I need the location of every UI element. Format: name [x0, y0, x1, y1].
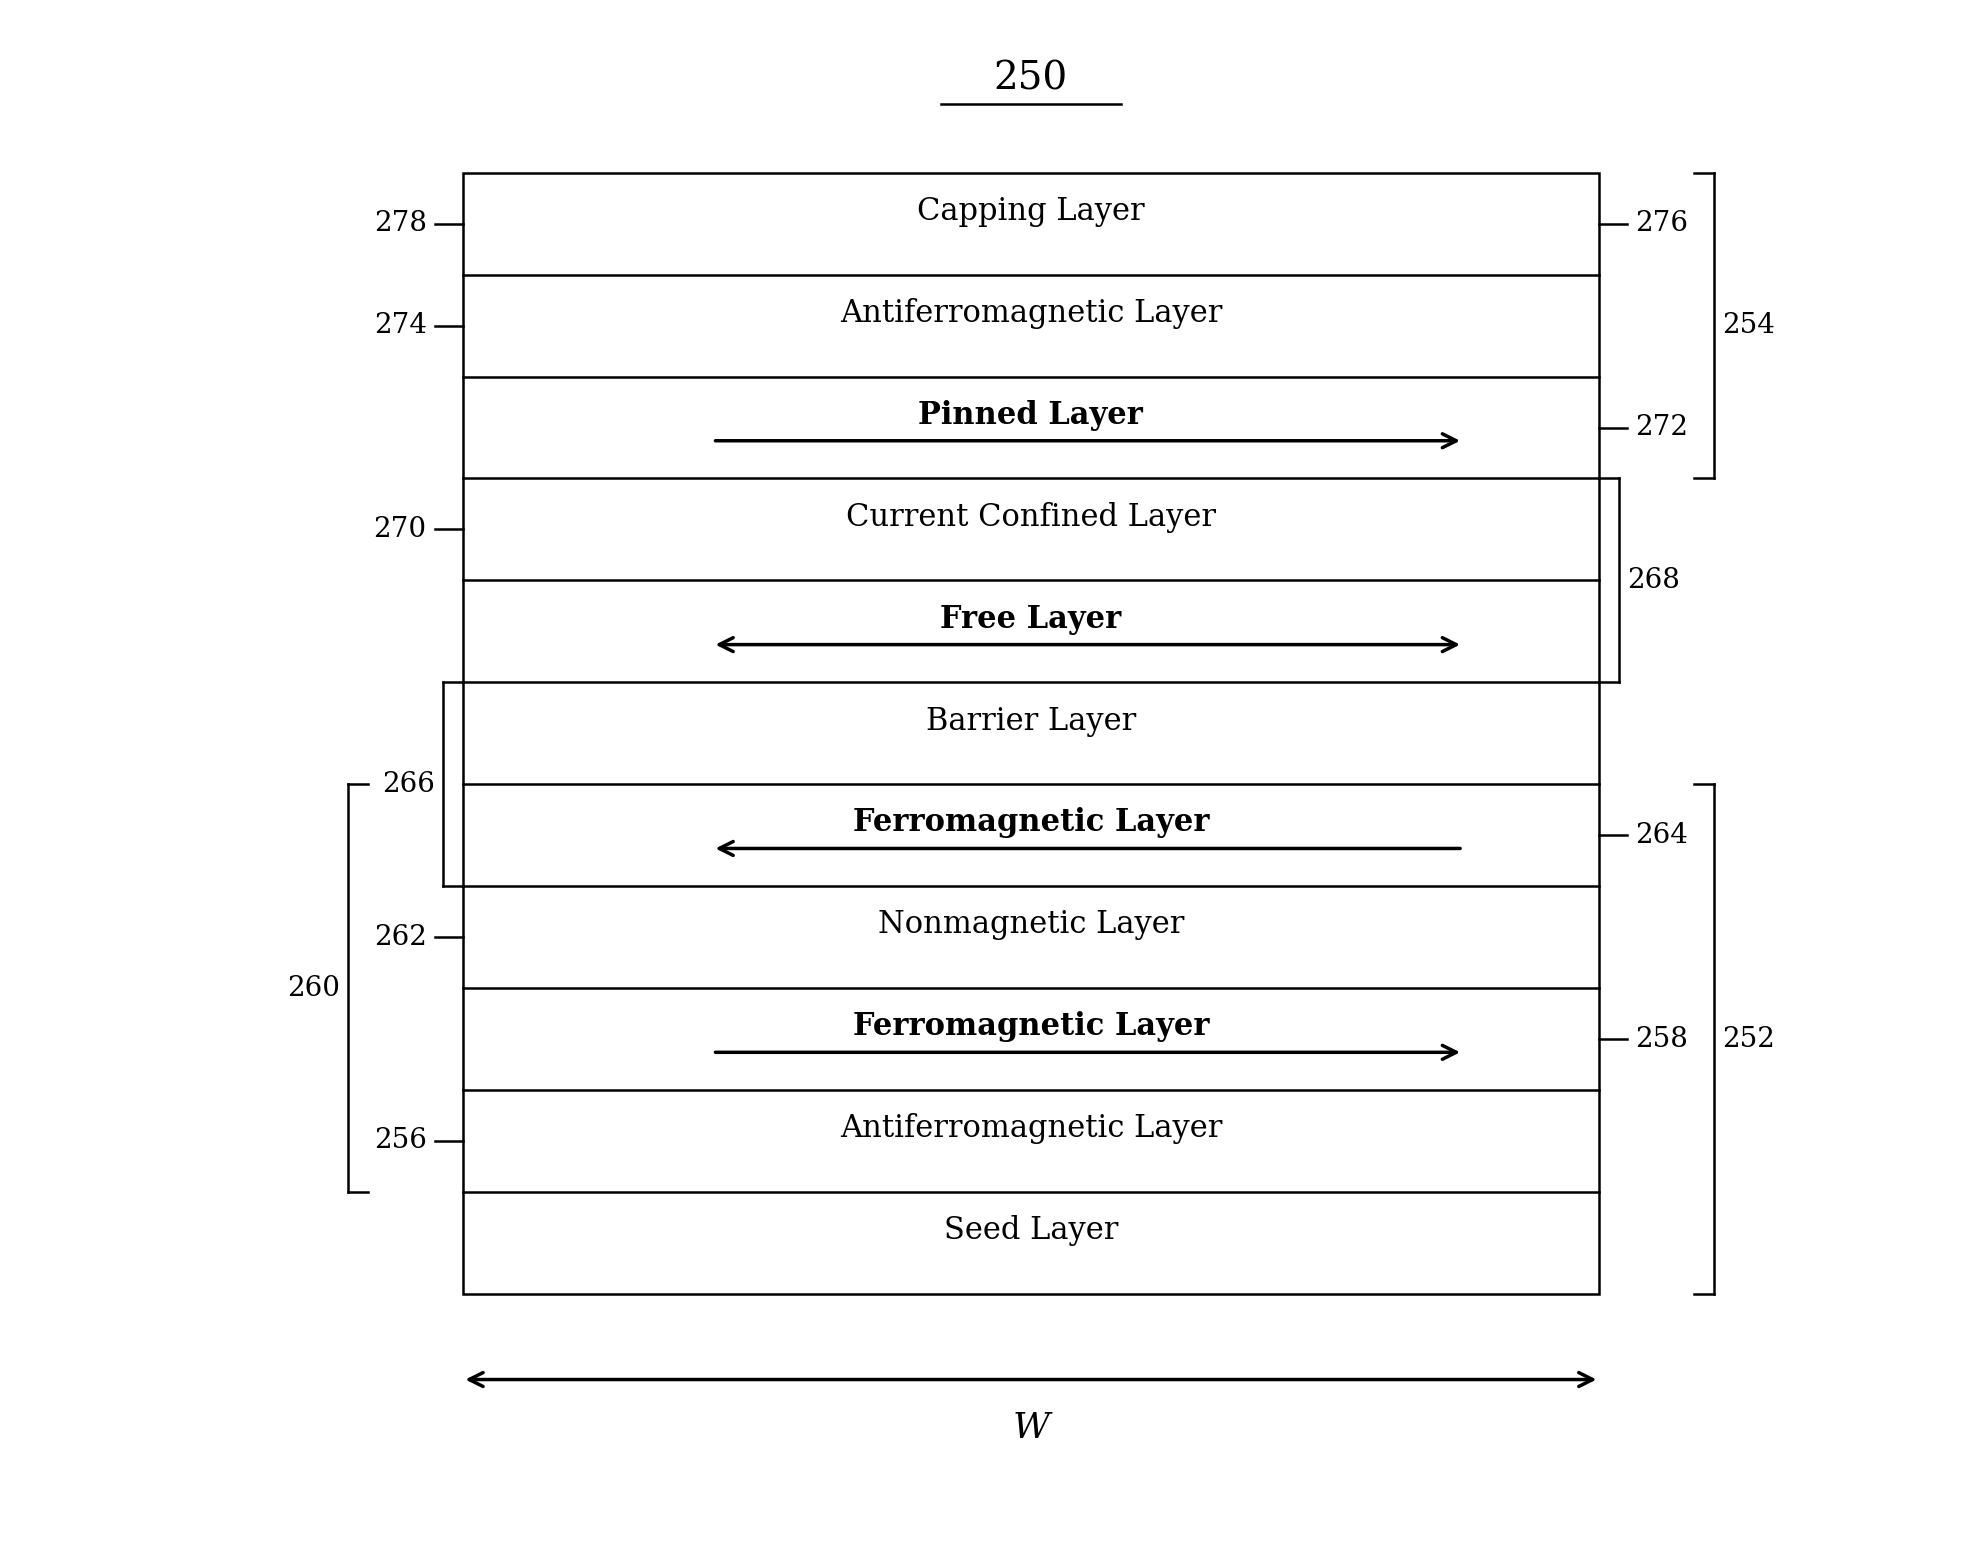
Text: Seed Layer: Seed Layer [944, 1215, 1119, 1246]
Text: Antiferromagnetic Layer: Antiferromagnetic Layer [839, 298, 1222, 329]
Text: W: W [1012, 1410, 1050, 1445]
Text: 270: 270 [373, 516, 427, 543]
Text: 274: 274 [373, 312, 427, 339]
Text: 262: 262 [373, 924, 427, 950]
Text: Antiferromagnetic Layer: Antiferromagnetic Layer [839, 1114, 1222, 1145]
Text: 264: 264 [1635, 822, 1688, 849]
Text: Pinned Layer: Pinned Layer [919, 399, 1143, 431]
Text: Current Confined Layer: Current Confined Layer [845, 502, 1216, 532]
Text: 254: 254 [1722, 312, 1774, 339]
Text: 276: 276 [1635, 211, 1688, 237]
Text: 252: 252 [1722, 1025, 1774, 1053]
Text: Barrier Layer: Barrier Layer [927, 705, 1137, 736]
Text: 250: 250 [994, 61, 1067, 98]
Text: 256: 256 [373, 1128, 427, 1154]
Text: 266: 266 [383, 771, 434, 797]
Bar [462, 173, 1599, 1293]
Text: 268: 268 [1627, 566, 1680, 594]
Text: 272: 272 [1635, 413, 1688, 441]
Text: Free Layer: Free Layer [940, 604, 1121, 635]
Text: 260: 260 [288, 975, 339, 1002]
Text: Ferromagnetic Layer: Ferromagnetic Layer [853, 1011, 1208, 1042]
Text: Ferromagnetic Layer: Ferromagnetic Layer [853, 808, 1208, 838]
Text: Capping Layer: Capping Layer [917, 197, 1145, 226]
Text: Nonmagnetic Layer: Nonmagnetic Layer [877, 909, 1184, 941]
Text: 258: 258 [1635, 1025, 1688, 1053]
Text: 278: 278 [373, 211, 427, 237]
